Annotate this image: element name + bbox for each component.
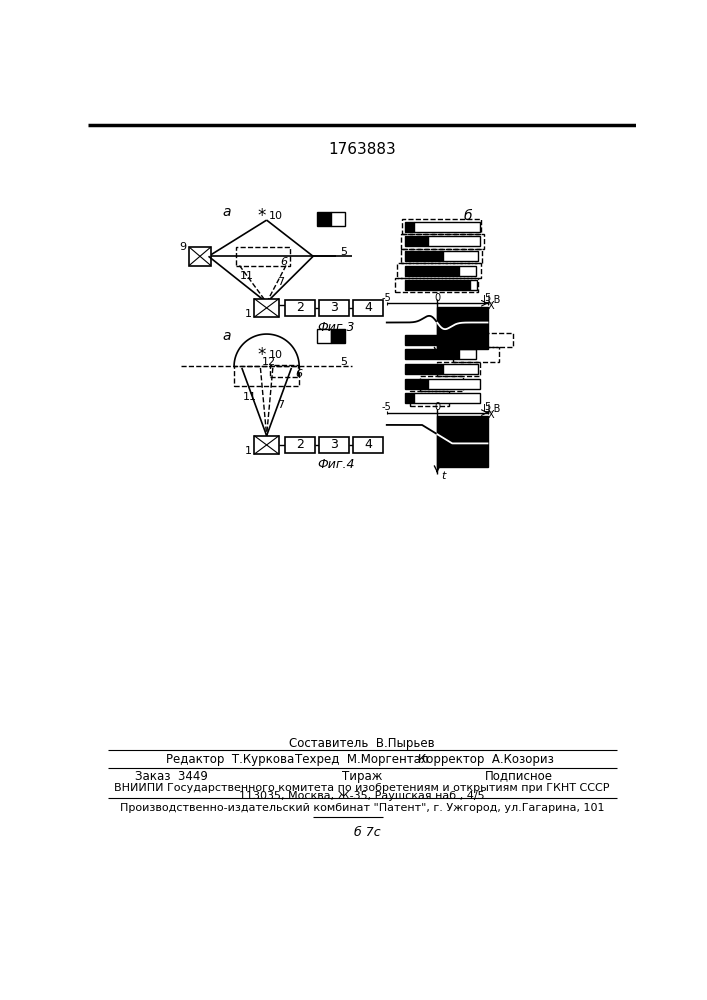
Bar (404, 266, 459, 276)
Text: 2: 2 (296, 301, 304, 314)
Text: Х: Х (488, 410, 495, 420)
Text: а: а (222, 205, 230, 219)
Text: б: б (464, 209, 472, 223)
Bar (402, 219, 481, 234)
Text: 5: 5 (484, 293, 491, 303)
Text: 11: 11 (243, 392, 257, 402)
Bar (331, 212, 345, 226)
Text: 0: 0 (434, 402, 440, 412)
Text: Х: Х (488, 301, 495, 311)
Text: 10: 10 (269, 211, 283, 221)
Text: 3: 3 (330, 301, 338, 314)
Text: 6: 6 (296, 369, 303, 379)
Bar (401, 234, 484, 249)
Bar (401, 249, 482, 263)
Bar (437, 362, 480, 376)
Text: 3: 3 (330, 438, 338, 451)
Text: Фиг.4: Фиг.4 (317, 458, 355, 471)
Text: 113035, Москва, Ж-35, Раушская наб., 4/5: 113035, Москва, Ж-35, Раушская наб., 4/5 (239, 791, 485, 801)
Bar (420, 376, 462, 391)
Text: 11: 11 (240, 271, 255, 281)
Text: 7: 7 (277, 400, 284, 410)
Text: 2: 2 (296, 438, 304, 451)
Text: ВНИИПИ Государственного комитета по изобретениям и открытиям при ГКНТ СССР: ВНИИПИ Государственного комитета по изоб… (115, 783, 609, 793)
Text: -5: -5 (382, 402, 392, 412)
Bar (428, 236, 480, 246)
Text: 5: 5 (484, 402, 491, 412)
Bar (320, 437, 349, 453)
Text: 9: 9 (180, 242, 187, 252)
Bar (443, 364, 478, 374)
Bar (354, 300, 383, 316)
Bar (470, 280, 477, 290)
Bar (255, 299, 279, 317)
Text: 7: 7 (277, 277, 284, 287)
Bar (404, 222, 414, 232)
Bar (404, 364, 443, 374)
Bar (317, 329, 331, 343)
Text: Ц.В: Ц.В (483, 294, 500, 304)
Bar (404, 236, 428, 246)
Text: Подписное: Подписное (486, 770, 554, 783)
Bar (470, 335, 477, 345)
Text: 5: 5 (341, 357, 348, 367)
Bar (404, 280, 470, 290)
Bar (404, 349, 459, 359)
Text: 4: 4 (364, 438, 372, 451)
Text: б 7с: б 7с (354, 826, 380, 839)
Text: Ц.В: Ц.В (483, 404, 500, 414)
Text: *: * (258, 207, 266, 225)
Text: 6: 6 (280, 257, 287, 267)
Bar (470, 333, 513, 347)
Text: Заказ  3449: Заказ 3449 (135, 770, 208, 783)
Text: -5: -5 (382, 293, 392, 303)
Text: Фиг.3: Фиг.3 (317, 321, 355, 334)
Text: Составитель  В.Пырьев: Составитель В.Пырьев (289, 737, 435, 750)
Bar (410, 391, 449, 406)
Bar (428, 379, 480, 389)
Text: t: t (441, 471, 445, 481)
Text: 1763883: 1763883 (328, 142, 396, 157)
Text: *: * (258, 346, 266, 364)
Bar (459, 266, 476, 276)
Bar (317, 212, 331, 226)
Bar (285, 437, 315, 453)
Bar (354, 437, 383, 453)
Bar (404, 379, 428, 389)
Text: б: б (464, 327, 472, 341)
Bar (404, 251, 443, 261)
Bar (452, 347, 499, 362)
Bar (270, 365, 298, 377)
Bar (320, 300, 349, 316)
Bar (189, 247, 211, 266)
Text: 5: 5 (341, 247, 348, 257)
Text: 12: 12 (262, 357, 276, 367)
Bar (437, 307, 488, 349)
Text: Редактор  Т.Куркова: Редактор Т.Куркова (166, 753, 294, 766)
Bar (397, 263, 481, 278)
Text: 4: 4 (364, 301, 372, 314)
Bar (404, 335, 470, 345)
Bar (255, 436, 279, 454)
Bar (234, 366, 299, 386)
Bar (235, 247, 290, 266)
Bar (404, 393, 414, 403)
Bar (414, 222, 480, 232)
Bar (414, 393, 480, 403)
Bar (285, 300, 315, 316)
Bar (459, 349, 476, 359)
Text: Тираж: Тираж (341, 770, 382, 783)
Text: 0: 0 (434, 293, 440, 303)
Bar (437, 416, 488, 466)
Bar (443, 251, 478, 261)
Text: Корректор  А.Козориз: Корректор А.Козориз (418, 753, 554, 766)
Text: Техред  М.Моргентал: Техред М.Моргентал (296, 753, 428, 766)
Bar (395, 278, 478, 292)
Text: 1: 1 (245, 446, 252, 456)
Text: 1: 1 (245, 309, 252, 319)
Text: 10: 10 (269, 350, 283, 360)
Text: Производственно-издательский комбинат "Патент", г. Ужгород, ул.Гагарина, 101: Производственно-издательский комбинат "П… (119, 803, 604, 813)
Text: а: а (222, 329, 230, 343)
Bar (331, 329, 345, 343)
